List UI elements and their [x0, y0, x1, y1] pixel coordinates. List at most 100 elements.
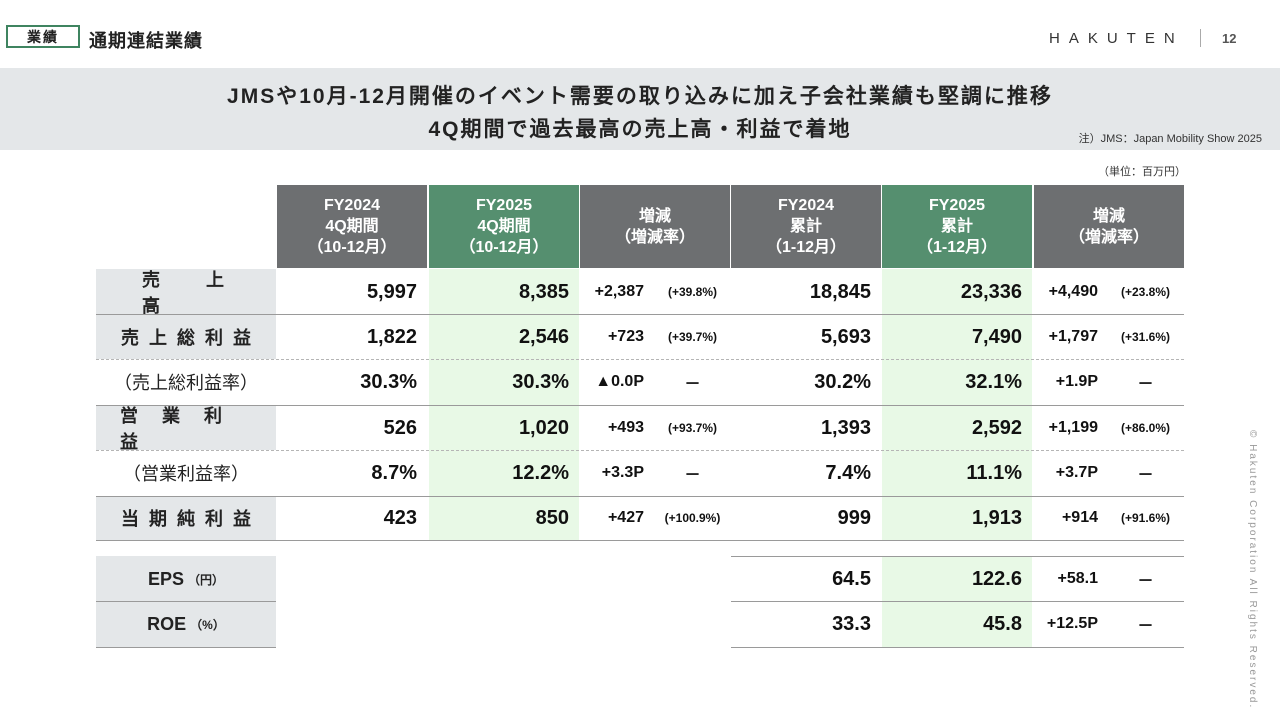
cell-value: 5,693	[820, 325, 871, 348]
header-fy2024-4q: FY2024 4Q期間 （10-12月）	[277, 185, 427, 268]
cell-value: 526	[383, 416, 417, 439]
cell-rate: (+23.8%)	[1120, 285, 1171, 299]
cell-rate: (+91.6%)	[1120, 511, 1171, 525]
header-line: 累計	[789, 218, 822, 235]
cell-change: +493	[607, 419, 644, 436]
cell-rate: (+100.9%)	[664, 511, 721, 525]
row-divider	[96, 540, 1184, 541]
header-fy2025-4q: FY2025 4Q期間 （10-12月）	[429, 185, 579, 268]
header-fy2024-cum: FY2024 累計 （1-12月）	[731, 185, 881, 268]
headline-line-1: JMSや10月-12月開催のイベント需要の取り込みに加え子会社業績も堅調に推移	[227, 85, 1053, 108]
row-divider	[96, 647, 276, 648]
cell-rate: (+39.7%)	[667, 330, 718, 344]
cell-value: 8,385	[518, 280, 569, 303]
row-label-operating-profit: 営業利益	[120, 406, 246, 452]
cell-value: 1,913	[971, 506, 1022, 529]
cell-change: +1,797	[1048, 328, 1098, 345]
headline-banner	[0, 68, 1280, 150]
cell-value: 30.3%	[512, 370, 569, 393]
header-line: FY2024	[323, 197, 381, 214]
cell-rate: －	[1137, 618, 1154, 635]
row-label-eps: EPS （円）	[96, 557, 276, 601]
cell-change: +12.5P	[1046, 615, 1098, 632]
header-line: 4Q期間	[325, 218, 379, 235]
row-label-bg	[96, 314, 276, 359]
cell-value: 999	[837, 506, 871, 529]
cell-rate: (+86.0%)	[1120, 421, 1171, 435]
copyright: © Hakuten Corporation All Rights Reserve…	[1247, 430, 1258, 710]
cell-value: 30.3%	[360, 370, 417, 393]
row-divider	[96, 601, 276, 602]
cell-value: 32.1%	[965, 370, 1022, 393]
cell-value: 30.2%	[814, 370, 871, 393]
row-divider	[96, 405, 1184, 406]
eps-label: EPS	[147, 568, 184, 589]
cell-rate: (+93.7%)	[667, 421, 718, 435]
cell-change: +2,387	[594, 283, 644, 300]
company-logo: HAKUTEN	[1049, 30, 1184, 47]
header-line: （10-12月）	[459, 239, 549, 256]
cell-value: 850	[535, 506, 569, 529]
header-line: 4Q期間	[477, 218, 531, 235]
header-line: （1-12月）	[916, 239, 998, 256]
cell-value: 2,592	[971, 416, 1022, 439]
header-line: 増減	[638, 207, 671, 225]
cell-value: 1,822	[366, 325, 417, 348]
row-divider	[96, 314, 1184, 315]
cell-change: +1.9P	[1055, 373, 1098, 390]
cell-change: +1,199	[1048, 419, 1098, 436]
row-label-bg	[96, 405, 276, 450]
header-divider	[1200, 29, 1201, 47]
header-line: FY2025	[475, 197, 533, 214]
row-divider	[96, 496, 1184, 497]
header-line: （増減率）	[1068, 228, 1149, 246]
page-number: 12	[1222, 31, 1237, 46]
row-divider	[96, 359, 1184, 360]
row-divider	[96, 450, 1184, 451]
cell-value: 23,336	[960, 280, 1022, 303]
row-label-gross-margin: （売上総利益率）	[114, 373, 258, 393]
header-line: （1-12月）	[765, 239, 847, 256]
cell-value: 12.2%	[512, 461, 569, 484]
row-divider	[731, 647, 1184, 648]
row-label-net-income: 当期純利益	[121, 509, 261, 529]
header-change-4q: 増減 （増減率）	[580, 185, 730, 268]
header-fy2025-cum: FY2025 累計 （1-12月）	[882, 185, 1032, 268]
row-divider	[731, 601, 1184, 602]
cell-value: 18,845	[809, 280, 871, 303]
row-label-operating-margin: （営業利益率）	[123, 464, 249, 484]
cell-change: +3.3P	[601, 464, 644, 481]
cell-change: +3.7P	[1055, 464, 1098, 481]
cell-value: 5,997	[366, 280, 417, 303]
cell-value: 1,393	[820, 416, 871, 439]
headline-line-2: 4Q期間で過去最高の売上高・利益で着地	[428, 118, 852, 141]
cell-change: +58.1	[1057, 570, 1098, 587]
cell-value: 45.8	[983, 612, 1022, 635]
cell-change: +4,490	[1048, 283, 1098, 300]
cell-rate: －	[1137, 376, 1154, 393]
eps-unit: （円）	[188, 572, 225, 587]
section-tag: 業績	[6, 25, 80, 48]
roe-unit: （%）	[190, 617, 225, 632]
row-label-bg	[96, 269, 276, 314]
row-label-gross-profit: 売上総利益	[121, 328, 261, 348]
unit-label: （単位：百万円）	[1098, 166, 1186, 178]
header-line: 増減	[1092, 207, 1125, 225]
header-line: FY2024	[777, 197, 835, 214]
cell-value: 7,490	[971, 325, 1022, 348]
section-title: 通期連結業績	[89, 31, 203, 51]
cell-rate: －	[684, 376, 701, 393]
header-line: 累計	[940, 218, 973, 235]
header-line: （10-12月）	[307, 239, 397, 256]
cell-rate: －	[1137, 573, 1154, 590]
header-change-cum: 増減 （増減率）	[1034, 185, 1184, 268]
cell-rate: (+31.6%)	[1120, 330, 1171, 344]
header-line: （増減率）	[614, 228, 695, 246]
cell-value: 122.6	[971, 567, 1022, 590]
row-label-net-sales: 売上高	[142, 270, 270, 316]
cell-value: 1,020	[518, 416, 569, 439]
cell-value: 423	[383, 506, 417, 529]
roe-label: ROE	[147, 613, 187, 634]
cell-value: 7.4%	[825, 461, 871, 484]
cell-change: +723	[607, 328, 644, 345]
